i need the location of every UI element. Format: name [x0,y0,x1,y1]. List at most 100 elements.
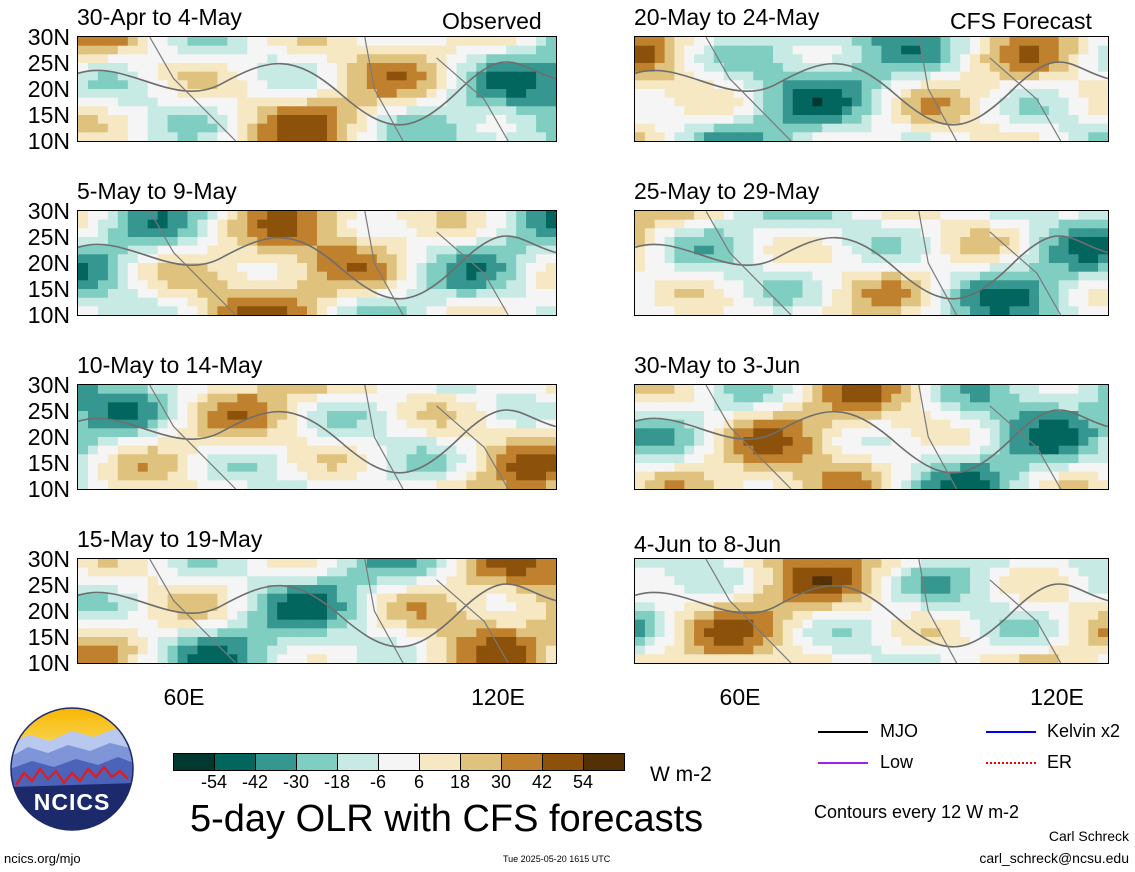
lon-label-60e-left: 60E [163,684,205,710]
colorbar-swatch [501,753,543,771]
coastline [78,61,556,126]
colorbar-tick-label: 54 [572,772,594,792]
coastline [78,583,556,648]
lat-label: 15N [27,450,70,476]
colorbar-swatch [378,753,420,771]
lat-label: 10N [27,650,70,676]
colorbar-swatch [583,753,625,771]
footer-author: Carl Schreck [1048,828,1129,844]
legend-low-label: Low [880,752,914,772]
colorbar-tick-label: -30 [282,772,309,792]
coastline [78,409,556,474]
lat-label: 25N [27,398,70,424]
legend-mjo-label: MJO [880,721,918,741]
country-border [149,559,509,663]
olr-field [635,385,1108,489]
panel-tag-cfs-forecast: CFS Forecast [950,8,1092,34]
lat-label: 30N [27,24,70,50]
panel-tag-observed: Observed [442,8,542,34]
colorbar-swatch [460,753,502,771]
lat-label: 15N [27,276,70,302]
colorbar-tick-label: -18 [323,772,350,792]
lat-label: 10N [27,476,70,502]
olr-field [78,211,556,315]
country-border [705,385,1062,489]
panel-date-1: 30-Apr to 4-May [77,4,242,30]
lat-label: 30N [27,372,70,398]
colorbar-tick-label: -42 [241,772,268,792]
panel-date-6: 25-May to 29-May [634,178,820,204]
colorbar-swatch [214,753,256,771]
coastline [635,583,1108,648]
lat-label: 30N [27,198,70,224]
figure-title: 5-day OLR with CFS forecasts [190,798,704,840]
colorbar-swatch [255,753,297,771]
panel-date-2: 5-May to 9-May [77,178,237,204]
olr-map-panel-4 [77,558,557,664]
colorbar-tick-label: 6 [413,772,424,792]
colorbar-tick-label: -54 [200,772,227,792]
country-border [705,37,1062,141]
legend-low-line [818,762,868,764]
lon-label-120e-right: 120E [1030,684,1084,710]
lat-label: 30N [27,546,70,572]
olr-map-panel-2 [77,210,557,316]
lat-label: 25N [27,224,70,250]
olr-map-panel-7 [634,384,1109,490]
coastline [635,409,1108,474]
olr-field [635,559,1108,663]
footer-url[interactable]: ncics.org/mjo [4,851,81,866]
olr-map-panel-6 [634,210,1109,316]
olr-map-panel-3 [77,384,557,490]
legend-kelvin-label: Kelvin x2 [1047,721,1121,741]
olr-map-panel-5 [634,36,1109,142]
colorbar-swatch [173,753,215,771]
country-border [705,559,1062,663]
footer-timestamp: Tue 2025-05-20 1615 UTC [503,854,611,864]
olr-map-panel-1 [77,36,557,142]
lon-label-120e-left: 120E [471,684,525,710]
lon-label-60e-right: 60E [719,684,761,710]
panel-date-5: 20-May to 24-May [634,4,820,30]
colorbar-swatch [542,753,584,771]
colorbar-tick-label: 42 [531,772,553,792]
colorbar-swatch [337,753,379,771]
lat-label: 20N [27,76,70,102]
lat-label: 15N [27,102,70,128]
lat-label: 15N [27,624,70,650]
country-border [705,211,1062,315]
footer-email[interactable]: carl_schreck@ncsu.edu [979,850,1129,866]
panel-date-7: 30-May to 3-Jun [634,352,801,378]
olr-field [635,37,1108,141]
lat-label: 20N [27,598,70,624]
colorbar-swatch [296,753,338,771]
ncics-logo-icon [10,707,134,831]
lat-label: 10N [27,302,70,328]
country-border [149,37,509,141]
panel-date-4: 15-May to 19-May [77,526,263,552]
lat-label: 10N [27,128,70,154]
colorbar-tick-label: -6 [369,772,386,792]
olr-field [78,559,556,663]
country-border [149,385,509,489]
coastline [635,61,1108,126]
colorbar-tick-label: 18 [449,772,471,792]
legend-er-label: ER [1047,752,1073,772]
contours-note: Contours every 12 W m-2 [814,802,1020,822]
coastline [635,235,1108,300]
olr-field [78,37,556,141]
panel-date-3: 10-May to 14-May [77,352,263,378]
colorbar-swatch [419,753,461,771]
lat-label: 20N [27,424,70,450]
colorbar-units: W m-2 [650,763,712,786]
olr-field [78,385,556,489]
ncics-logo: NCICS [10,707,134,831]
panel-date-8: 4-Jun to 8-Jun [634,531,782,557]
colorbar-tick-label: 30 [490,772,512,792]
legend-er-line [986,762,1036,764]
legend-kelvin-line [986,731,1036,733]
olr-map-panel-8 [634,558,1109,664]
lat-label: 25N [27,572,70,598]
lat-label: 20N [27,250,70,276]
logo-text: NCICS [33,789,111,815]
